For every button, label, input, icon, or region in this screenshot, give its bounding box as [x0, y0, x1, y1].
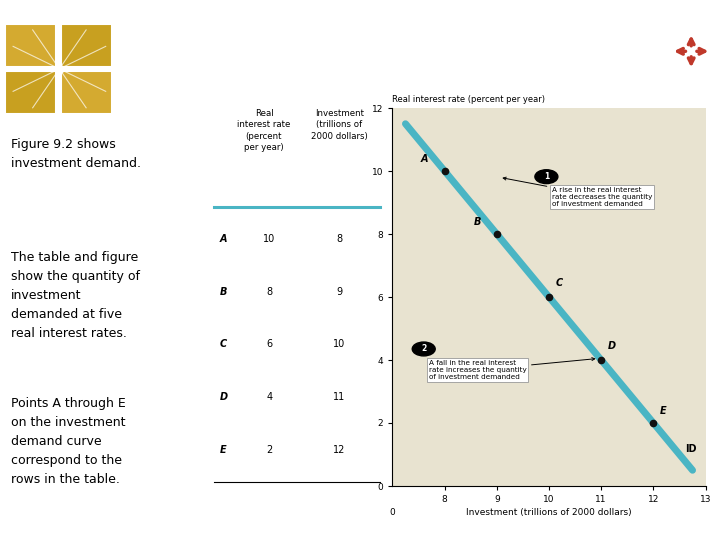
- Text: Real interest rate (percent per year): Real interest rate (percent per year): [392, 96, 546, 104]
- Circle shape: [535, 170, 558, 184]
- X-axis label: Investment (trillions of 2000 dollars): Investment (trillions of 2000 dollars): [466, 508, 632, 517]
- Point: [439, 167, 451, 176]
- Text: A fall in the real interest
rate increases the quantity
of investment demanded: A fall in the real interest rate increas…: [429, 357, 595, 380]
- Bar: [5, 24, 56, 67]
- Text: E: E: [220, 444, 227, 455]
- Bar: [5, 71, 56, 114]
- Point: [544, 293, 555, 301]
- Text: B: B: [220, 287, 228, 296]
- Text: C: C: [220, 339, 227, 349]
- Text: 8: 8: [266, 287, 273, 296]
- Text: A: A: [421, 153, 428, 164]
- Text: 0: 0: [390, 508, 395, 517]
- Text: D: D: [220, 392, 228, 402]
- Text: Investment
(trillions of
2000 dollars): Investment (trillions of 2000 dollars): [311, 109, 368, 140]
- Bar: [60, 24, 112, 67]
- Point: [491, 230, 503, 238]
- Text: Figure 9.2 shows
investment demand.: Figure 9.2 shows investment demand.: [11, 138, 141, 170]
- Text: Points A through E
on the investment
demand curve
correspond to the
rows in the : Points A through E on the investment dem…: [11, 397, 126, 487]
- Text: 9.2 INVESTMENT, SAVING, AND INTEREST: 9.2 INVESTMENT, SAVING, AND INTEREST: [128, 42, 513, 60]
- Text: 6: 6: [266, 339, 273, 349]
- Point: [595, 356, 607, 364]
- Text: 11: 11: [333, 392, 346, 402]
- Text: The table and figure
show the quantity of
investment
demanded at five
real inter: The table and figure show the quantity o…: [11, 251, 140, 340]
- Circle shape: [413, 342, 435, 356]
- Text: 8: 8: [336, 234, 342, 244]
- Text: 2: 2: [266, 444, 273, 455]
- Text: 4: 4: [266, 392, 273, 402]
- Text: 1: 1: [544, 172, 549, 181]
- Text: A rise in the real interest
rate decreases the quantity
of investment demanded: A rise in the real interest rate decreas…: [503, 177, 652, 207]
- Text: E: E: [660, 406, 666, 416]
- Text: 9: 9: [336, 287, 342, 296]
- Text: B: B: [473, 217, 481, 227]
- Point: [648, 418, 660, 427]
- Text: A: A: [220, 234, 228, 244]
- Text: Real
interest rate
(percent
per year): Real interest rate (percent per year): [238, 109, 291, 152]
- Bar: [60, 71, 112, 114]
- Text: D: D: [608, 341, 616, 351]
- Text: C: C: [555, 278, 562, 288]
- Text: 10: 10: [264, 234, 276, 244]
- Text: 10: 10: [333, 339, 346, 349]
- Text: 12: 12: [333, 444, 346, 455]
- Text: ID: ID: [685, 444, 696, 455]
- Text: 2: 2: [421, 345, 426, 354]
